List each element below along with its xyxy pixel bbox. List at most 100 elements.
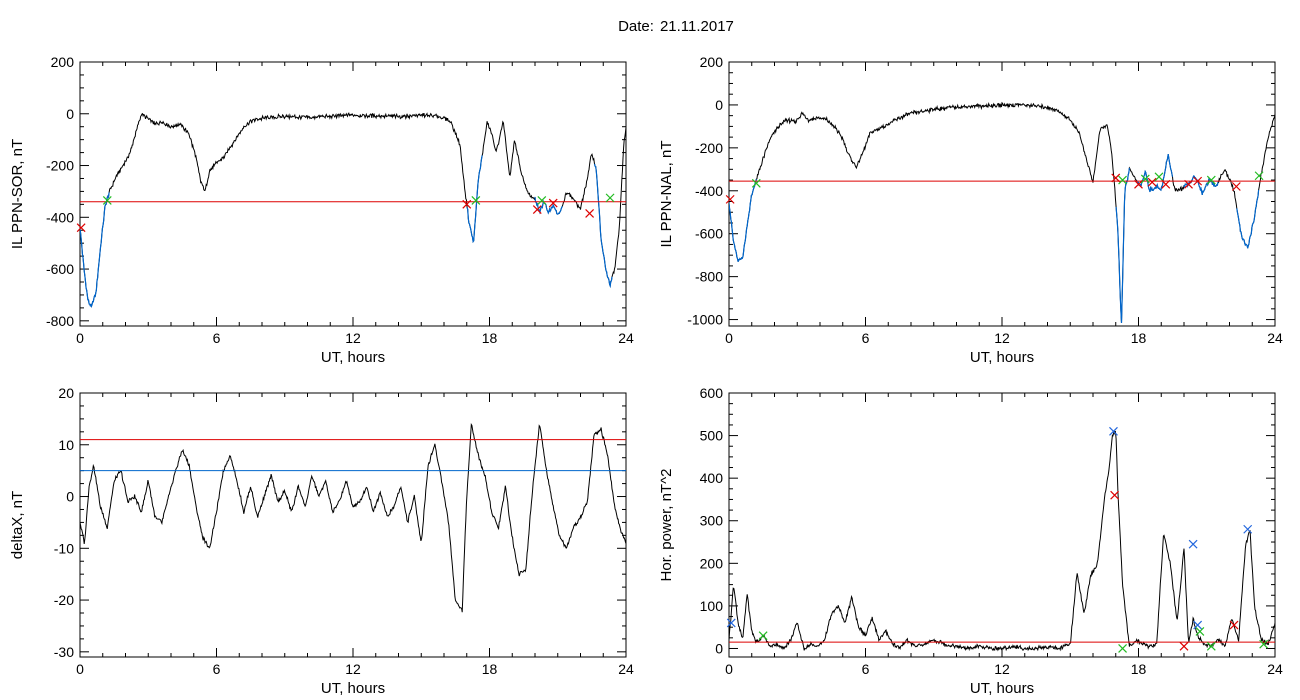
- marker-stroke: [1110, 490, 1120, 500]
- x-tick-label: 6: [862, 661, 870, 677]
- marker-stroke: [751, 178, 761, 188]
- x-tick-label: 24: [618, 330, 634, 346]
- marker-stroke: [1193, 176, 1203, 186]
- x-axis-label: UT, hours: [321, 349, 385, 366]
- green-cross-marker: [1259, 639, 1269, 649]
- x-axis-label: UT, hours: [970, 680, 1034, 697]
- marker-stroke: [1118, 175, 1127, 185]
- red-cross-marker: [1110, 490, 1120, 500]
- y-tick-label: 10: [58, 437, 74, 453]
- y-tick-label: 0: [66, 489, 74, 505]
- red-cross-marker: [548, 198, 558, 208]
- blue-cross-marker: [1188, 539, 1198, 549]
- red-cross-marker: [1193, 176, 1203, 186]
- y-axis-label: IL PPN-SOR, nT: [9, 139, 26, 249]
- marker-stroke: [585, 208, 595, 218]
- x-tick-label: 12: [994, 330, 1010, 346]
- x-tick-label: 6: [213, 661, 221, 677]
- date-value: 21.11.2017: [659, 18, 734, 35]
- red-cross-marker: [462, 199, 472, 209]
- x-tick-label: 12: [345, 661, 361, 677]
- signal-line: [80, 422, 626, 613]
- y-tick-label: 200: [700, 555, 724, 571]
- red-cross-marker: [532, 205, 542, 214]
- y-tick-label: -30: [54, 644, 74, 660]
- y-tick-label: -200: [46, 158, 74, 174]
- green-cross-marker: [751, 178, 761, 188]
- y-tick-label: 600: [700, 385, 724, 401]
- below-threshold-segment: [466, 155, 483, 244]
- x-tick-label: 24: [618, 661, 634, 677]
- marker-stroke: [102, 196, 112, 205]
- x-tick-label: 24: [1267, 330, 1283, 346]
- y-tick-label: -20: [54, 592, 74, 608]
- y-tick-label: 0: [715, 640, 723, 656]
- y-tick-label: 0: [66, 106, 74, 122]
- x-tick-label: 0: [725, 330, 733, 346]
- y-tick-label: -800: [46, 313, 74, 329]
- below-threshold-segment: [729, 179, 757, 262]
- x-tick-label: 18: [482, 661, 498, 677]
- marker-stroke: [1140, 174, 1150, 184]
- panel-deltax: 0 6 12 18 24 20 10 0 -10 -20 -30 UT, hours deltaX, n…: [9, 385, 634, 697]
- signal-line: [729, 101, 1275, 324]
- marker-stroke: [725, 194, 735, 204]
- marker-stroke: [537, 196, 547, 205]
- date-label: Date:: [618, 18, 654, 35]
- y-axis-label: Hor. power, nT^2: [658, 469, 675, 582]
- y-tick-label: 500: [700, 428, 724, 444]
- y-tick-label: -600: [695, 226, 723, 242]
- marker-stroke: [605, 193, 615, 203]
- marker-stroke: [1243, 524, 1253, 534]
- y-tick-label: -10: [54, 540, 74, 556]
- below-threshold-segment: [1236, 190, 1260, 249]
- below-threshold-segment: [1115, 167, 1130, 324]
- below-threshold-segment: [80, 192, 110, 308]
- marker-stroke: [1231, 182, 1241, 191]
- panel-il-ppn-sor: 0 6 12 18 24 200 0 -200 -400 -600 -800 UT, hours IL …: [9, 54, 634, 366]
- y-tick-label: 20: [58, 385, 74, 401]
- y-tick-label: -800: [695, 269, 723, 285]
- x-tick-label: 18: [482, 330, 498, 346]
- marker-stroke: [1229, 620, 1239, 630]
- signal-line: [729, 430, 1275, 652]
- y-axis-label: IL PPN-NAL, nT: [658, 141, 675, 248]
- red-cross-marker: [1231, 182, 1241, 191]
- marker-stroke: [1206, 175, 1216, 185]
- below-threshold-segment: [593, 163, 613, 289]
- green-cross-marker: [102, 196, 112, 205]
- red-cross-marker: [1134, 179, 1143, 189]
- marker-stroke: [726, 618, 736, 628]
- green-cross-marker: [471, 196, 481, 205]
- signal-line: [80, 112, 626, 308]
- y-tick-label: -400: [695, 183, 723, 199]
- y-tick-label: -200: [695, 140, 723, 156]
- y-tick-label: 100: [700, 598, 724, 614]
- red-cross-marker: [1111, 173, 1121, 183]
- blue-cross-marker: [1243, 524, 1253, 534]
- red-cross-marker: [725, 194, 735, 204]
- marker-stroke: [532, 205, 542, 214]
- marker-stroke: [1179, 641, 1189, 651]
- marker-stroke: [1118, 644, 1127, 653]
- x-axis-label: UT, hours: [321, 680, 385, 697]
- marker-stroke: [1109, 426, 1118, 436]
- green-cross-marker: [1206, 175, 1216, 185]
- marker-stroke: [471, 196, 481, 205]
- green-cross-marker: [605, 193, 615, 203]
- y-tick-label: 300: [700, 513, 724, 529]
- y-tick-label: 200: [51, 54, 75, 70]
- below-threshold-segment: [1136, 154, 1174, 193]
- x-tick-label: 12: [345, 330, 361, 346]
- x-tick-label: 0: [725, 661, 733, 677]
- marker-stroke: [76, 223, 86, 233]
- y-axis-label: deltaX, nT: [9, 491, 26, 559]
- y-tick-label: -600: [46, 261, 74, 277]
- panel-il-ppn-nal: 0 6 12 18 24 200 0 -200 -400 -600 -800 -1000 UT, hou…: [658, 54, 1283, 366]
- red-cross-marker: [585, 208, 595, 218]
- y-tick-label: 400: [700, 470, 724, 486]
- marker-stroke: [1254, 171, 1264, 181]
- x-tick-label: 6: [862, 330, 870, 346]
- marker-stroke: [1111, 173, 1121, 183]
- marker-stroke: [1161, 179, 1171, 189]
